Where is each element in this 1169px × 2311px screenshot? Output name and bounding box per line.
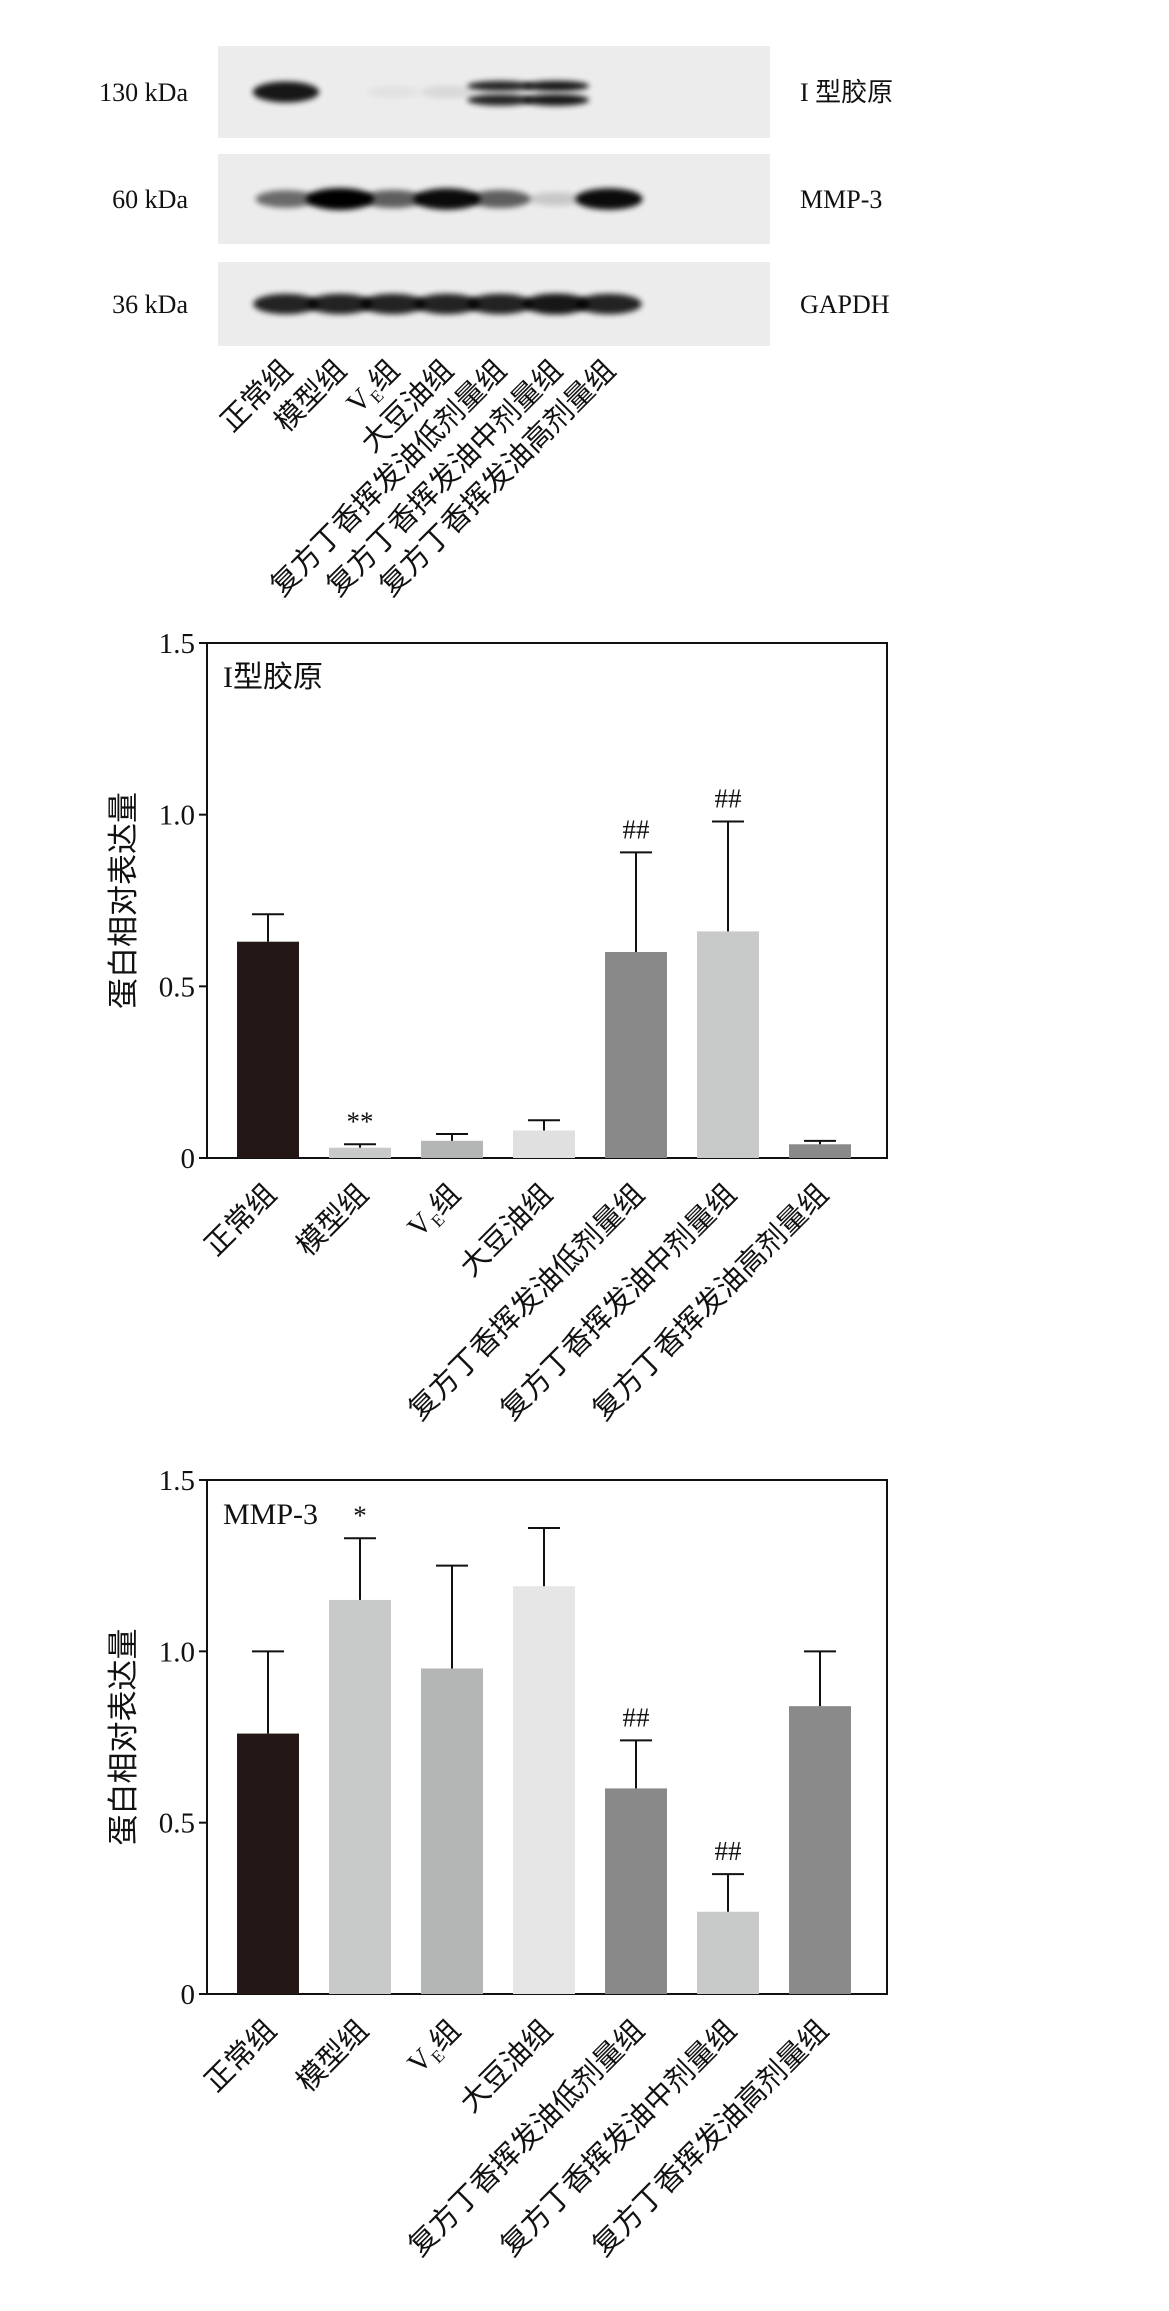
bar bbox=[697, 1911, 759, 1994]
blot-band bbox=[576, 293, 642, 315]
y-axis-label: 蛋白相对表达量 bbox=[106, 1629, 141, 1846]
category-label: 模型组 bbox=[290, 1178, 375, 1263]
bar bbox=[421, 1668, 483, 1994]
category-label: 正常组 bbox=[198, 1178, 283, 1263]
blot-protein-label: MMP-3 bbox=[800, 185, 882, 214]
y-tick-label: 0.5 bbox=[159, 1808, 195, 1840]
y-tick-label: 0 bbox=[181, 1143, 196, 1175]
bar bbox=[421, 1140, 483, 1158]
significance-mark: * bbox=[353, 1500, 367, 1530]
chart-title: I型胶原 bbox=[223, 661, 323, 694]
significance-mark: ## bbox=[623, 1702, 651, 1732]
significance-mark: ** bbox=[347, 1106, 374, 1136]
bar bbox=[513, 1130, 575, 1158]
blot-band bbox=[467, 80, 533, 92]
blot-band bbox=[420, 85, 474, 99]
bar bbox=[605, 1788, 667, 1994]
blot-band bbox=[414, 293, 480, 315]
significance-mark: ## bbox=[715, 1836, 743, 1866]
y-tick-label: 0 bbox=[181, 1979, 196, 2011]
bar bbox=[237, 1733, 299, 1994]
bar bbox=[329, 1599, 391, 1994]
y-tick-label: 1.0 bbox=[159, 800, 195, 832]
blot-marker-label: 60 kDa bbox=[112, 185, 188, 214]
category-label: VE组 bbox=[401, 2014, 469, 2082]
blot-band bbox=[253, 293, 319, 315]
blot-band bbox=[307, 293, 373, 315]
blot-band bbox=[522, 293, 590, 315]
blot-band bbox=[413, 188, 481, 210]
blot-protein-label: I 型胶原 bbox=[800, 78, 893, 107]
y-tick-label: 1.5 bbox=[159, 628, 195, 660]
blot-band bbox=[306, 188, 374, 210]
blot-protein-label: GAPDH bbox=[800, 290, 890, 319]
bar bbox=[513, 1586, 575, 1994]
category-label: VE组 bbox=[401, 1178, 469, 1246]
bar bbox=[789, 1144, 851, 1158]
significance-mark: ## bbox=[623, 814, 651, 844]
y-tick-label: 1.5 bbox=[159, 1465, 195, 1497]
category-label: 正常组 bbox=[198, 2014, 283, 2099]
bar bbox=[237, 941, 299, 1158]
blot-band bbox=[467, 94, 533, 106]
y-tick-label: 0.5 bbox=[159, 971, 195, 1003]
plot-frame bbox=[206, 642, 888, 1159]
blot-band bbox=[469, 190, 531, 208]
blot-band bbox=[467, 293, 533, 315]
significance-mark: ## bbox=[715, 784, 743, 814]
blot-band bbox=[360, 293, 426, 315]
bar bbox=[329, 1147, 391, 1158]
blot-marker-label: 130 kDa bbox=[99, 78, 188, 107]
bar bbox=[697, 931, 759, 1158]
blot-band bbox=[528, 192, 584, 206]
blot-band bbox=[366, 85, 420, 99]
category-label: 模型组 bbox=[290, 2014, 375, 2099]
blot-band bbox=[522, 80, 590, 92]
blot-band bbox=[362, 190, 424, 208]
blot-band bbox=[252, 81, 320, 103]
bar bbox=[605, 952, 667, 1158]
blot-band bbox=[522, 94, 590, 106]
blot-marker-label: 36 kDa bbox=[112, 290, 188, 319]
bar bbox=[789, 1706, 851, 1994]
y-axis-label: 蛋白相对表达量 bbox=[106, 792, 141, 1009]
blot-band bbox=[575, 188, 643, 210]
y-tick-label: 1.0 bbox=[159, 1636, 195, 1668]
chart-title: MMP-3 bbox=[223, 1498, 318, 1531]
blot-band bbox=[255, 190, 317, 208]
